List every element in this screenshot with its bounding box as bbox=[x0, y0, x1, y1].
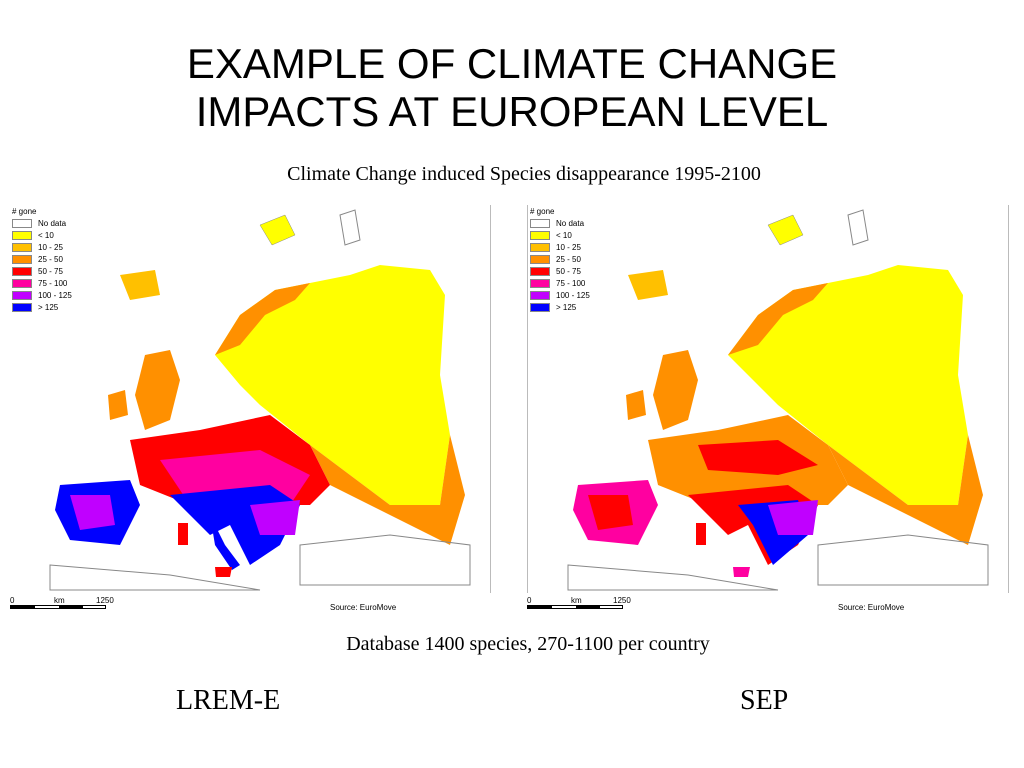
map-legend: # gone No data < 10 10 - 25 25 - 50 50 -… bbox=[530, 207, 590, 313]
map-subtitle: Climate Change induced Species disappear… bbox=[287, 163, 761, 185]
title-line-1: EXAMPLE OF CLIMATE CHANGE bbox=[186, 40, 838, 87]
legend-label: > 125 bbox=[38, 302, 59, 312]
map-legend: # gone No data < 10 10 - 25 25 - 50 50 -… bbox=[12, 207, 72, 313]
legend-item: 100 - 125 bbox=[530, 289, 590, 301]
scale-max: 1250 bbox=[613, 596, 631, 605]
legend-item: No data bbox=[530, 217, 590, 229]
legend-item: 75 - 100 bbox=[530, 277, 590, 289]
legend-label: 75 - 100 bbox=[556, 278, 586, 288]
legend-label: No data bbox=[38, 218, 67, 228]
source-credit: Source: EuroMove bbox=[330, 603, 397, 612]
legend-label: 10 - 25 bbox=[38, 242, 63, 252]
source-credit: Source: EuroMove bbox=[838, 603, 905, 612]
legend-item: 25 - 50 bbox=[530, 253, 590, 265]
scale-bar-sep: 0 km 1250 bbox=[527, 596, 631, 616]
legend-label: 100 - 125 bbox=[38, 290, 72, 300]
scale-zero: 0 bbox=[527, 596, 532, 605]
legend-label: 10 - 25 bbox=[556, 242, 581, 252]
scenario-label-lrem-e: LREM-E bbox=[176, 685, 281, 716]
legend-label: 25 - 50 bbox=[556, 254, 581, 264]
map-lrem-e: # gone No data < 10 10 - 25 25 - 50 50 -… bbox=[10, 205, 491, 593]
scale-max: 1250 bbox=[96, 596, 114, 605]
legend-label: 25 - 50 bbox=[38, 254, 63, 264]
legend-item: 50 - 75 bbox=[12, 265, 72, 277]
legend-title: # gone bbox=[12, 207, 37, 216]
scale-zero: 0 bbox=[10, 596, 15, 605]
database-note: Database 1400 species, 270-1100 per coun… bbox=[346, 633, 710, 655]
legend-label: 50 - 75 bbox=[38, 266, 63, 276]
scale-line bbox=[527, 605, 623, 609]
scale-line bbox=[10, 605, 106, 609]
legend-label: < 10 bbox=[38, 230, 54, 240]
legend-item: 50 - 75 bbox=[530, 265, 590, 277]
legend-item: > 125 bbox=[12, 301, 72, 313]
legend-item: 100 - 125 bbox=[12, 289, 72, 301]
legend-label: 75 - 100 bbox=[38, 278, 68, 288]
europe-map-lrem-e bbox=[49, 209, 471, 591]
legend-item: No data bbox=[12, 217, 72, 229]
scenario-label-sep: SEP bbox=[740, 685, 789, 716]
title-line-2: IMPACTS AT EUROPEAN LEVEL bbox=[195, 88, 829, 135]
scale-bar-lrem-e: 0 km 1250 bbox=[10, 596, 114, 616]
slide-title: EXAMPLE OF CLIMATE CHANGE IMPACTS AT EUR… bbox=[0, 40, 1024, 136]
europe-map-sep bbox=[567, 209, 989, 591]
legend-label: No data bbox=[556, 218, 585, 228]
legend-item: 75 - 100 bbox=[12, 277, 72, 289]
legend-title: # gone bbox=[530, 207, 555, 216]
legend-item: < 10 bbox=[530, 229, 590, 241]
legend-label: < 10 bbox=[556, 230, 572, 240]
legend-label: 50 - 75 bbox=[556, 266, 581, 276]
legend-label: 100 - 125 bbox=[556, 290, 590, 300]
legend-item: < 10 bbox=[12, 229, 72, 241]
scale-unit: km bbox=[54, 596, 65, 605]
legend-item: > 125 bbox=[530, 301, 590, 313]
legend-item: 10 - 25 bbox=[12, 241, 72, 253]
scale-unit: km bbox=[571, 596, 582, 605]
map-sep: # gone No data < 10 10 - 25 25 - 50 50 -… bbox=[527, 205, 1009, 593]
legend-item: 25 - 50 bbox=[12, 253, 72, 265]
legend-item: 10 - 25 bbox=[530, 241, 590, 253]
legend-label: > 125 bbox=[556, 302, 577, 312]
